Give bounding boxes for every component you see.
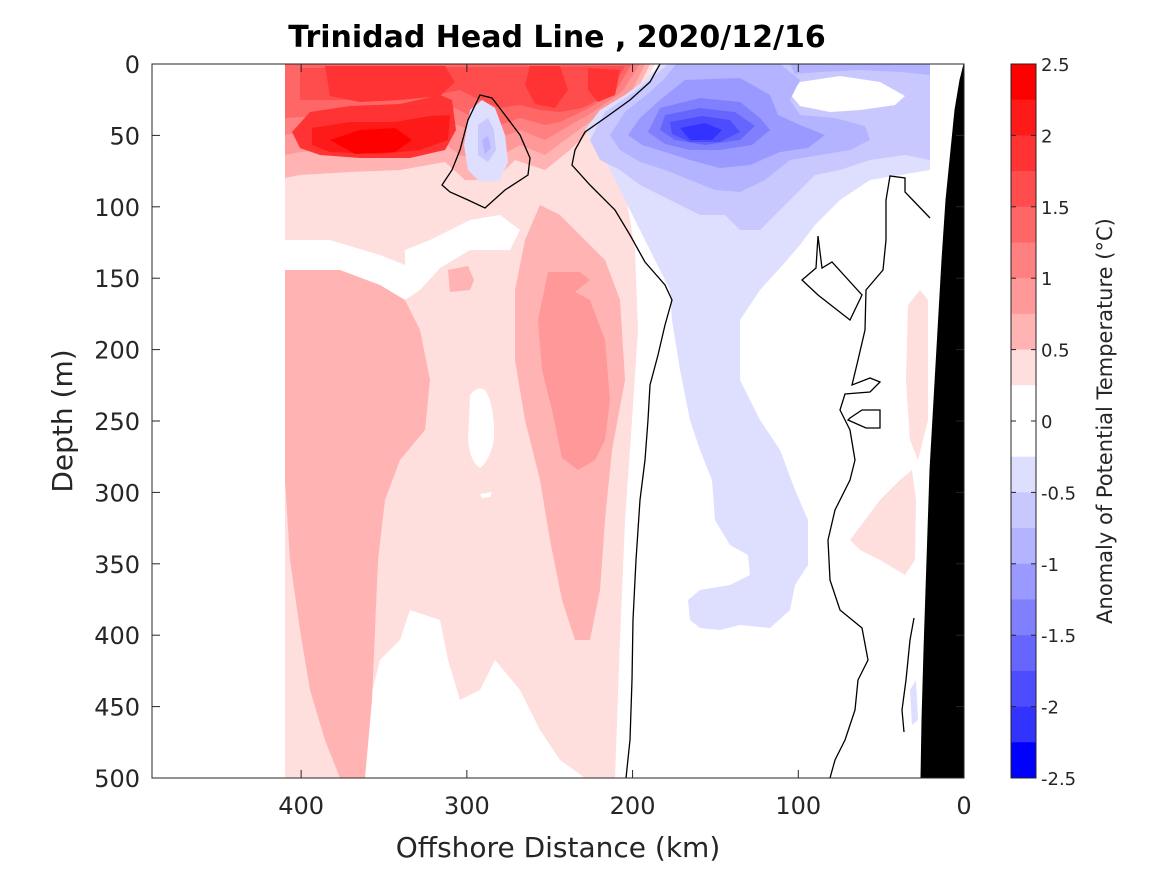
y-tick-label: 250 [94, 408, 140, 436]
colorbar-tick-label: -2 [1041, 698, 1059, 719]
colorbar-band [1011, 635, 1036, 672]
anomaly-hole-zero-b [468, 388, 495, 468]
y-tick-label: 450 [94, 694, 140, 722]
colorbar-band [1011, 349, 1036, 386]
cool-anomaly-field [464, 64, 930, 630]
y-tick-label: 200 [94, 337, 140, 365]
x-tick-label: 100 [775, 792, 821, 820]
anomaly-region-neg-0.25 [585, 64, 930, 630]
chart-title: Trinidad Head Line , 2020/12/16 [288, 20, 825, 55]
y-tick-label: 350 [94, 551, 140, 579]
colorbar-band [1011, 242, 1036, 279]
colorbar-band [1011, 135, 1036, 172]
colorbar-band [1011, 385, 1036, 422]
colorbar-band [1011, 99, 1036, 136]
y-tick-label: 400 [94, 622, 140, 650]
colorbar-band [1011, 742, 1036, 779]
anomaly-region-pos-surface-1.75-c [525, 66, 568, 108]
colorbar-tick-label: 2.5 [1041, 55, 1070, 76]
zero-contour-coastal [827, 175, 931, 778]
anomaly-hole-zero-a [285, 215, 520, 300]
zero-contour-loop-b [846, 409, 881, 429]
bathymetry-shelf [920, 64, 964, 778]
y-axis-label: Depth (m) [46, 349, 79, 492]
x-axis-label: Offshore Distance (km) [396, 831, 721, 864]
colorbar-tick-label: 1.5 [1041, 198, 1070, 219]
x-tick-label: 0 [956, 792, 971, 820]
zero-contour-coastal-deep [901, 617, 915, 733]
zero-contour-pocket [441, 94, 531, 209]
colorbar-band [1011, 528, 1036, 565]
x-tick-label: 200 [610, 792, 656, 820]
anomaly-region-pos-coastal-a [906, 290, 928, 460]
x-tick-label: 300 [444, 792, 490, 820]
y-tick-label: 150 [94, 265, 140, 293]
warm-anomaly-field [285, 64, 655, 778]
anomaly-region-pos-0.75-mid [538, 272, 610, 470]
anomaly-region-pos-coastal-b [850, 470, 916, 575]
colorbar-tick-label: 0.5 [1041, 341, 1070, 362]
x-tick-label: 400 [278, 792, 324, 820]
anomaly-hole-zero-c [480, 492, 492, 498]
colorbar-tick-label: 2 [1041, 126, 1052, 147]
anomaly-region-neg-coastal [910, 680, 918, 725]
colorbar-band [1011, 421, 1036, 458]
anomaly-region-neg-2.0 [680, 123, 722, 140]
anomaly-region-pos-surface-1.75-d [588, 68, 620, 102]
zero-contour-main [571, 64, 673, 778]
colorbar-tick-label: 0 [1041, 412, 1052, 433]
colorbar-label: Anomaly of Potential Temperature (°C) [1093, 218, 1117, 624]
colorbar-band [1011, 206, 1036, 243]
anomaly-hole-neg-white [790, 76, 905, 112]
anomaly-region-pos-0.5-small [448, 266, 474, 292]
anomaly-region-pos-surface-1.75-east [325, 66, 455, 102]
anomaly-region-neg-0.75-b [790, 64, 930, 75]
x-axis-ticks: 400 300 200 100 0 [278, 64, 972, 820]
colorbar-band [1011, 563, 1036, 600]
y-tick-label: 300 [94, 479, 140, 507]
y-tick-label: 0 [125, 51, 140, 79]
colorbar-band [1011, 64, 1036, 101]
y-axis-ticks: 0 50 100 150 200 250 300 350 400 450 500 [94, 51, 964, 793]
zero-contour-loop-a [801, 235, 863, 322]
colorbar-band [1011, 171, 1036, 208]
colorbar-tick-label: -1 [1041, 555, 1059, 576]
colorbar-band [1011, 278, 1036, 315]
colorbar-band [1011, 492, 1036, 529]
y-tick-label: 500 [94, 765, 140, 793]
colorbar-tick-label: 1 [1041, 269, 1052, 290]
colorbar-tick-label: -0.5 [1041, 483, 1076, 504]
colorbar: 2.5 2 1.5 1 0.5 0 -0.5 -1 -1.5 -2 -2.5 [1010, 55, 1076, 790]
colorbar-band [1011, 313, 1036, 350]
colorbar-band [1011, 670, 1036, 707]
plot-area [152, 64, 964, 778]
anomaly-region-neg-pocket-inner [482, 136, 491, 154]
colorbar-band [1011, 599, 1036, 636]
y-tick-label: 100 [94, 194, 140, 222]
colorbar-band [1011, 456, 1036, 493]
coastal-warm-patches [850, 290, 928, 725]
colorbar-tick-label: -2.5 [1041, 769, 1076, 790]
anomaly-region-pos-surface-2.25 [330, 128, 412, 154]
colorbar-band [1011, 706, 1036, 743]
colorbar-tick-label: -1.5 [1041, 626, 1076, 647]
y-tick-label: 50 [109, 122, 140, 150]
zero-contours [441, 64, 931, 778]
anomaly-region-pos-0.5-west [285, 270, 430, 778]
